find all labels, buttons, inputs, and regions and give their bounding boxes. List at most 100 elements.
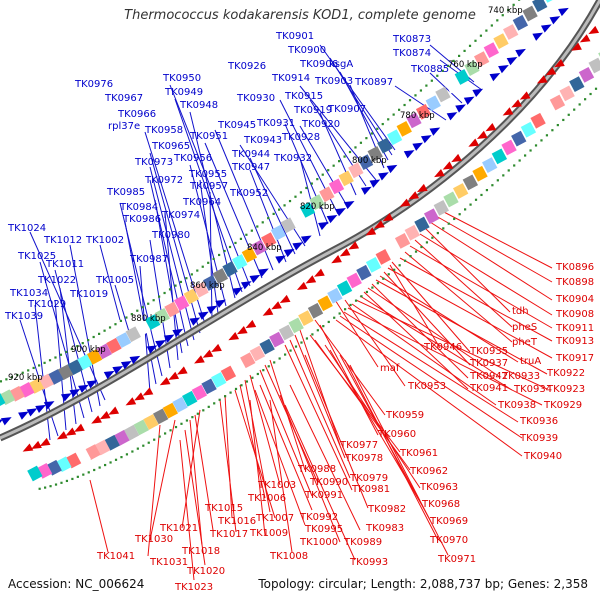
- tick-dot: [109, 461, 112, 464]
- reverse-gene-label: TK0963: [419, 482, 458, 493]
- tick-dot: [103, 329, 106, 332]
- feature-block: [377, 137, 393, 154]
- reverse-gene-arrow: [22, 443, 34, 452]
- feature-block: [183, 288, 200, 305]
- tick-dot: [190, 273, 193, 276]
- feature-block: [394, 232, 411, 249]
- forward-gene-label: TK1034: [9, 288, 48, 299]
- tick-dot: [392, 113, 395, 116]
- reverse-gene-arrow: [382, 213, 394, 222]
- forward-gene-arrow: [240, 281, 252, 290]
- tick-dot: [65, 479, 69, 483]
- tick-dot: [480, 193, 483, 197]
- reverse-gene-arrow: [305, 275, 317, 284]
- forward-gene-arrow: [0, 419, 4, 428]
- forward-gene-label: TK1025: [17, 251, 56, 262]
- tick-dot: [414, 250, 418, 253]
- tick-dot: [234, 241, 237, 245]
- tick-dot: [278, 208, 281, 211]
- reverse-gene-label: TK0961: [399, 448, 438, 459]
- tick-dot: [551, 129, 554, 132]
- reverse-gene-label: TK1017: [209, 529, 248, 540]
- reverse-gene-label: TK0982: [367, 504, 406, 515]
- tick-dot: [0, 380, 3, 383]
- tick-dot: [92, 335, 95, 339]
- forward-gene-label: TK0874: [392, 48, 431, 59]
- reverse-gene-arrow: [365, 227, 377, 236]
- feature-block: [288, 317, 304, 334]
- tick-dot: [224, 395, 227, 398]
- forward-gene-arrow: [163, 334, 175, 343]
- tick-dot: [463, 49, 466, 52]
- reverse-gene-label: TK1018: [181, 546, 220, 557]
- tick-dot: [142, 444, 145, 447]
- scale-label-900: 900 kbp: [71, 345, 106, 355]
- forward-gene-arrow: [369, 179, 381, 188]
- forward-gene-arrow: [446, 112, 458, 121]
- feature-block: [104, 434, 120, 451]
- feature-block: [462, 174, 479, 191]
- tick-dot: [245, 380, 249, 383]
- feature-block: [154, 307, 170, 324]
- tick-dot: [250, 229, 253, 232]
- reverse-gene-arrow: [511, 99, 522, 108]
- tick-dot: [174, 425, 178, 429]
- forward-gene-label: ksgA: [329, 59, 353, 70]
- feature-block: [211, 372, 227, 388]
- feature-block: [261, 232, 277, 249]
- tick-dot: [496, 19, 499, 22]
- tick-dot: [316, 178, 319, 181]
- tick-dot: [403, 103, 406, 107]
- tick-dot: [120, 456, 123, 459]
- forward-gene-arrow: [69, 389, 81, 398]
- tick-dot: [201, 265, 204, 268]
- tick-dot: [398, 264, 401, 267]
- tick-dot: [518, 0, 521, 1]
- forward-gene-arrow: [189, 317, 201, 326]
- reverse-gene-arrow: [74, 423, 85, 432]
- feature-block: [143, 414, 159, 430]
- feature-block: [144, 314, 161, 330]
- reverse-gene-arrow: [296, 281, 308, 291]
- inner-feature-band: [27, 48, 600, 482]
- forward-gene-label: TK0903: [314, 76, 353, 87]
- tick-dot: [294, 345, 298, 348]
- tick-dot: [239, 237, 243, 240]
- tick-dot: [360, 295, 363, 298]
- reverse-gene-label: TK0896: [555, 262, 594, 273]
- feature-block: [483, 42, 500, 59]
- tick-dot: [245, 233, 248, 236]
- forward-gene-arrow: [249, 274, 261, 284]
- reverse-gene-arrow: [451, 153, 462, 163]
- tick-dot: [169, 429, 172, 432]
- tick-dot: [453, 217, 456, 221]
- tick-dot: [256, 225, 259, 228]
- reverse-gene-label: TK0911: [555, 323, 594, 334]
- feature-block: [443, 191, 459, 208]
- reverse-gene-arrow: [228, 332, 240, 341]
- feature-block: [114, 429, 130, 446]
- scale-label-860: 860 kbp: [190, 281, 225, 291]
- tick-dot: [485, 188, 489, 192]
- tick-dot: [479, 34, 483, 37]
- tick-dot: [348, 150, 352, 154]
- feature-block: [357, 154, 374, 171]
- reverse-gene-label: TK0922: [546, 368, 585, 379]
- scale-label-820: 820 kbp: [300, 202, 335, 212]
- forward-gene-arrow: [335, 207, 346, 217]
- reverse-gene-arrow: [588, 25, 600, 35]
- feature-block: [57, 364, 74, 381]
- tick-dot: [573, 108, 576, 111]
- forward-gene-label: TK0914: [271, 73, 310, 84]
- tick-dot: [359, 141, 363, 144]
- forward-gene-label: TK0950: [162, 73, 201, 84]
- reverse-gene-label: TK1023: [174, 582, 213, 593]
- tick-dot: [305, 186, 308, 190]
- tick-dot: [5, 378, 8, 381]
- forward-gene-label: TK1029: [27, 299, 66, 310]
- forward-gene-arrow: [129, 355, 141, 365]
- tick-dot: [44, 486, 47, 489]
- forward-gene-label: TK0906: [299, 59, 338, 70]
- feature-block: [307, 302, 324, 319]
- reverse-gene-arrow: [176, 366, 188, 375]
